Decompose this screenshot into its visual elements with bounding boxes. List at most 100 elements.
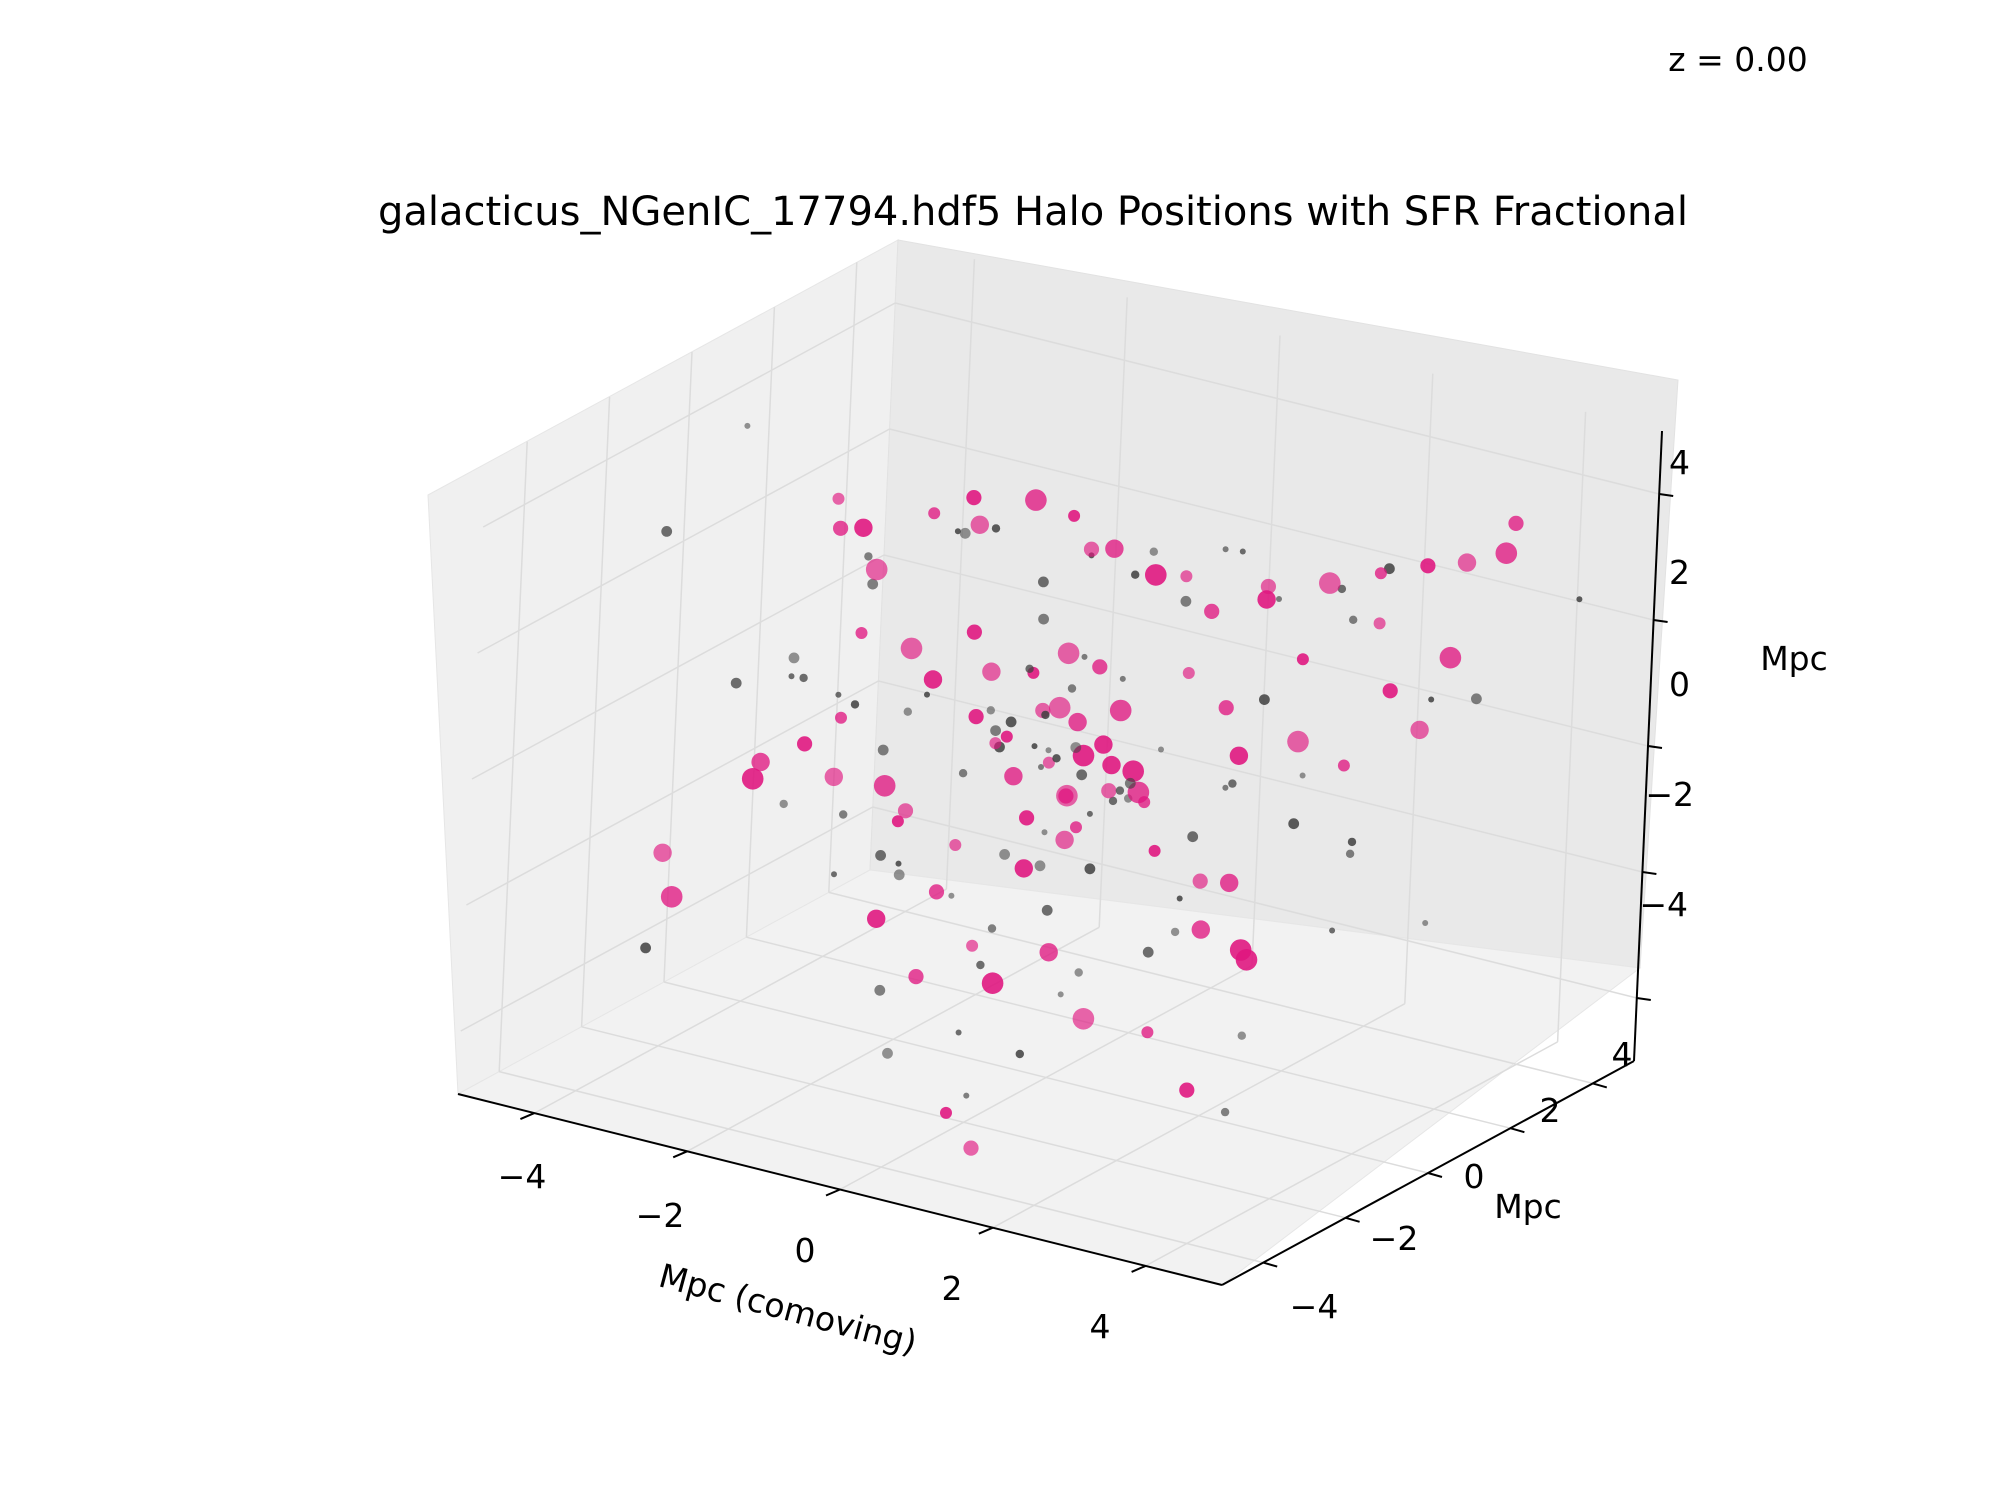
passive-halo-point (1299, 772, 1306, 779)
star-forming-halo-point (1102, 755, 1121, 775)
star-forming-halo-point (751, 752, 770, 772)
star-forming-halo-point (854, 518, 873, 537)
star-forming-halo-point (1109, 699, 1132, 722)
passive-halo-point (799, 673, 808, 683)
data-points (640, 422, 1583, 1156)
passive-halo-point (1259, 694, 1270, 705)
z-tick-mark (1653, 619, 1668, 623)
star-forming-halo-point (1220, 873, 1239, 893)
passive-halo-point (1057, 991, 1064, 998)
star-forming-halo-point (1101, 783, 1117, 799)
grid-line (663, 981, 1429, 1174)
passive-halo-point (895, 860, 902, 867)
y-tick-mark (1427, 1172, 1443, 1178)
star-forming-halo-point (741, 768, 764, 790)
passive-halo-point (954, 528, 961, 535)
star-forming-halo-point (797, 736, 813, 752)
passive-halo-point (1067, 684, 1077, 693)
z-tick-label: −2 (1645, 775, 1694, 814)
grid-lines (460, 259, 1660, 1267)
star-forming-halo-point (968, 709, 984, 725)
star-forming-halo-point (835, 711, 847, 724)
passive-halo-point (987, 924, 997, 933)
star-forming-halo-point (908, 969, 924, 985)
star-forming-halo-point (660, 886, 683, 908)
star-forming-halo-point (928, 884, 945, 900)
passive-halo-point (955, 1029, 962, 1036)
passive-halo-point (999, 849, 1010, 860)
y-tick-label: 4 (1612, 1035, 1633, 1074)
passive-halo-point (788, 652, 800, 664)
y-tick-mark (1592, 1082, 1608, 1089)
star-forming-halo-point (1019, 810, 1035, 826)
star-forming-halo-point (833, 520, 849, 536)
x-tick-mark (825, 1188, 841, 1197)
passive-halo-point (1005, 716, 1017, 728)
passive-halo-point (1041, 904, 1053, 916)
star-forming-halo-point (966, 490, 982, 506)
star-forming-halo-point (1508, 515, 1524, 532)
passive-halo-point (1329, 927, 1336, 934)
star-forming-halo-point (1179, 1082, 1195, 1098)
z-tick-mark (1642, 871, 1657, 875)
star-forming-halo-point (1218, 700, 1234, 716)
star-forming-halo-point (1025, 489, 1047, 511)
passive-halo-point (1038, 764, 1044, 770)
passive-halo-point (1119, 675, 1126, 682)
x-tick-labels: −4 −2 0 2 4 (498, 1157, 1111, 1346)
star-forming-halo-point (1182, 667, 1195, 679)
star-forming-halo-point (865, 558, 888, 581)
passive-halo-point (990, 725, 1001, 736)
passive-halo-point (1239, 548, 1246, 555)
passive-halo-point (882, 1047, 893, 1059)
passive-halo-point (1015, 1049, 1024, 1059)
passive-halo-point (1170, 927, 1180, 937)
grid-line (828, 262, 858, 893)
passive-halo-point (875, 850, 886, 861)
star-forming-halo-point (1180, 570, 1193, 583)
passive-halo-point (850, 700, 860, 709)
passive-halo-point (1038, 613, 1049, 625)
star-forming-halo-point (923, 670, 943, 689)
passive-halo-point (1115, 786, 1125, 795)
passive-halo-point (1276, 596, 1282, 602)
star-forming-halo-point (1191, 920, 1211, 939)
y-axis-label: Mpc (1494, 1187, 1562, 1226)
y-tick-label: −4 (1290, 1287, 1339, 1326)
grid-line (1404, 373, 1434, 1004)
z-tick-mark (1659, 493, 1674, 497)
star-forming-halo-point (1495, 542, 1518, 564)
passive-halo-point (1108, 796, 1118, 806)
passive-halo-point (788, 673, 795, 680)
star-forming-halo-point (897, 803, 914, 819)
star-forming-halo-point (1148, 844, 1161, 857)
y-tick-label: 0 (1464, 1157, 1485, 1196)
passive-halo-point (874, 984, 886, 996)
star-forming-halo-point (1192, 873, 1208, 889)
star-forming-halo-point (1083, 541, 1100, 557)
passive-halo-point (1074, 968, 1083, 977)
star-forming-halo-point (982, 662, 1001, 681)
passive-halo-point (661, 526, 673, 537)
z-tick-labels: −4 −2 0 2 4 (1639, 443, 1694, 924)
passive-halo-point (864, 552, 873, 561)
star-forming-halo-point (1229, 746, 1249, 765)
star-forming-halo-point (653, 843, 672, 862)
passive-halo-point (958, 769, 968, 778)
passive-halo-point (976, 960, 985, 970)
grid-line (482, 302, 896, 528)
star-forming-halo-point (855, 627, 868, 639)
star-forming-halo-point (940, 1106, 952, 1119)
star-forming-halo-point (1068, 509, 1081, 522)
x-tick-mark (978, 1226, 994, 1235)
passive-halo-point (1180, 595, 1192, 607)
x-axis-label: Mpc (comoving) (655, 1256, 921, 1362)
passive-halo-point (1149, 547, 1159, 556)
x-tick-label: −2 (636, 1196, 685, 1235)
passive-halo-point (1576, 596, 1583, 603)
star-forming-halo-point (1457, 553, 1477, 572)
star-forming-halo-point (1204, 603, 1220, 620)
star-forming-halo-point (1260, 578, 1276, 595)
passive-halo-point (1031, 743, 1038, 750)
redshift-annotation: z = 0.00 (1668, 40, 1807, 79)
